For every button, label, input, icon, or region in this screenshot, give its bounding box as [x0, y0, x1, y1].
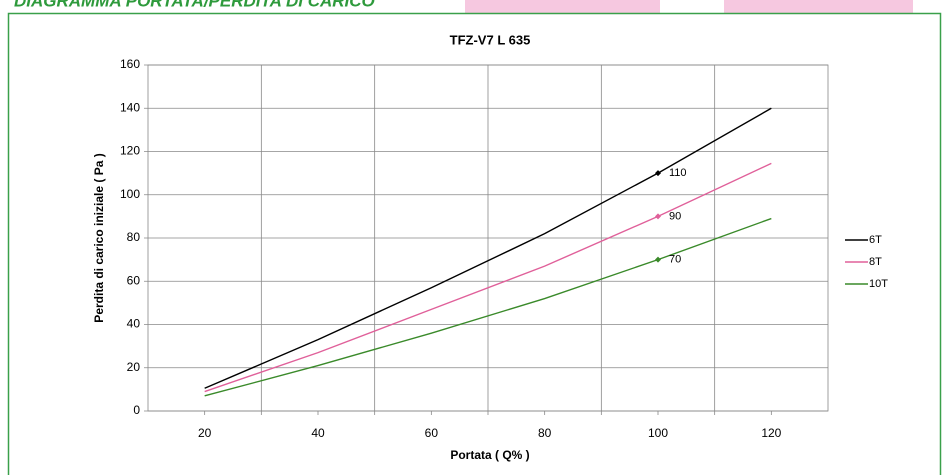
x-tick-label: 80: [538, 426, 552, 440]
y-tick-label: 20: [127, 360, 141, 374]
y-tick-label: 140: [120, 100, 140, 114]
chart-title: TFZ-V7 L 635: [450, 32, 531, 47]
y-tick-label: 80: [127, 230, 141, 244]
legend-label: 10T: [869, 278, 888, 290]
series-line: [204, 217, 772, 397]
annotation-marker: [655, 256, 661, 263]
y-tick-label: 100: [120, 187, 140, 201]
series-line: [204, 107, 772, 389]
y-tick-label: 40: [127, 317, 141, 331]
annotation-marker: [655, 170, 661, 177]
y-tick-label: 160: [120, 57, 140, 71]
x-axis-title: Portata ( Q% ): [450, 448, 529, 462]
y-tick-label: 0: [133, 403, 140, 417]
x-tick-label: 100: [648, 426, 668, 440]
frame: [7, 12, 942, 475]
legend-label: 8T: [869, 256, 882, 268]
header-tab: [465, 0, 660, 13]
annotation-label: 70: [669, 254, 681, 266]
legend-label: 6T: [869, 234, 882, 246]
x-tick-label: 40: [311, 426, 325, 440]
annotation-marker: [655, 213, 661, 220]
header-tab: [724, 0, 913, 13]
y-axis-title: Perdita di carico iniziale ( Pa ): [92, 153, 106, 322]
y-tick-label: 120: [120, 144, 140, 158]
x-tick-label: 20: [198, 426, 212, 440]
series-line: [204, 162, 772, 393]
annotation-label: 110: [669, 167, 687, 179]
x-tick-label: 60: [425, 426, 439, 440]
header-title: DIAGRAMMA PORTATA/PERDITA DI CARICO: [14, 0, 375, 10]
y-tick-label: 60: [127, 273, 141, 287]
annotation-label: 90: [669, 210, 681, 222]
x-tick-label: 120: [761, 426, 781, 440]
